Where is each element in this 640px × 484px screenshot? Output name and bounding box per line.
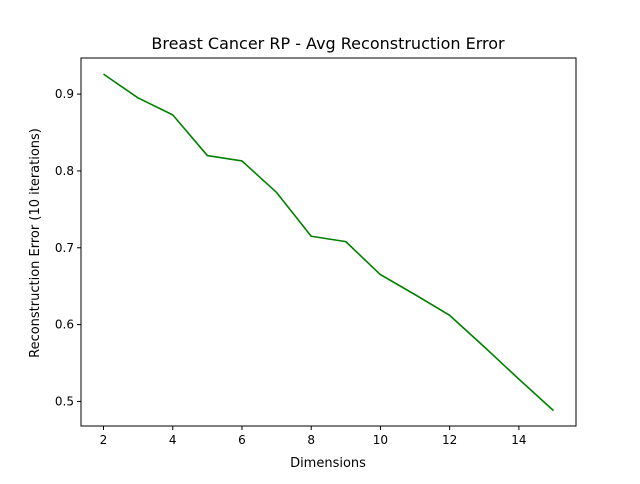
chart-title: Breast Cancer RP - Avg Reconstruction Er… (151, 34, 505, 53)
plot-area (103, 73, 555, 412)
y-axis-label: Reconstruction Error (10 iterations) (28, 128, 43, 358)
series-line-0 (103, 73, 555, 412)
x-tick-label: 10 (373, 433, 388, 447)
y-tick-label: 0.5 (55, 394, 74, 408)
x-tick-label: 8 (307, 433, 315, 447)
x-tick-label: 4 (169, 433, 177, 447)
x-tick-label: 2 (100, 433, 108, 447)
y-tick-label: 0.9 (55, 87, 74, 101)
y-tick-label: 0.6 (55, 318, 74, 332)
y-tick-label: 0.7 (55, 241, 74, 255)
axes-frame (80, 57, 577, 427)
x-tick-label: 12 (442, 433, 457, 447)
x-axis-label: Dimensions (290, 456, 366, 471)
axes: 2 4 6 8 10 12 14 0.5 0.6 0.7 0.8 0.9 (55, 57, 577, 447)
x-tick-label: 6 (238, 433, 246, 447)
x-tick-label: 14 (511, 433, 526, 447)
y-tick-label: 0.8 (55, 164, 74, 178)
